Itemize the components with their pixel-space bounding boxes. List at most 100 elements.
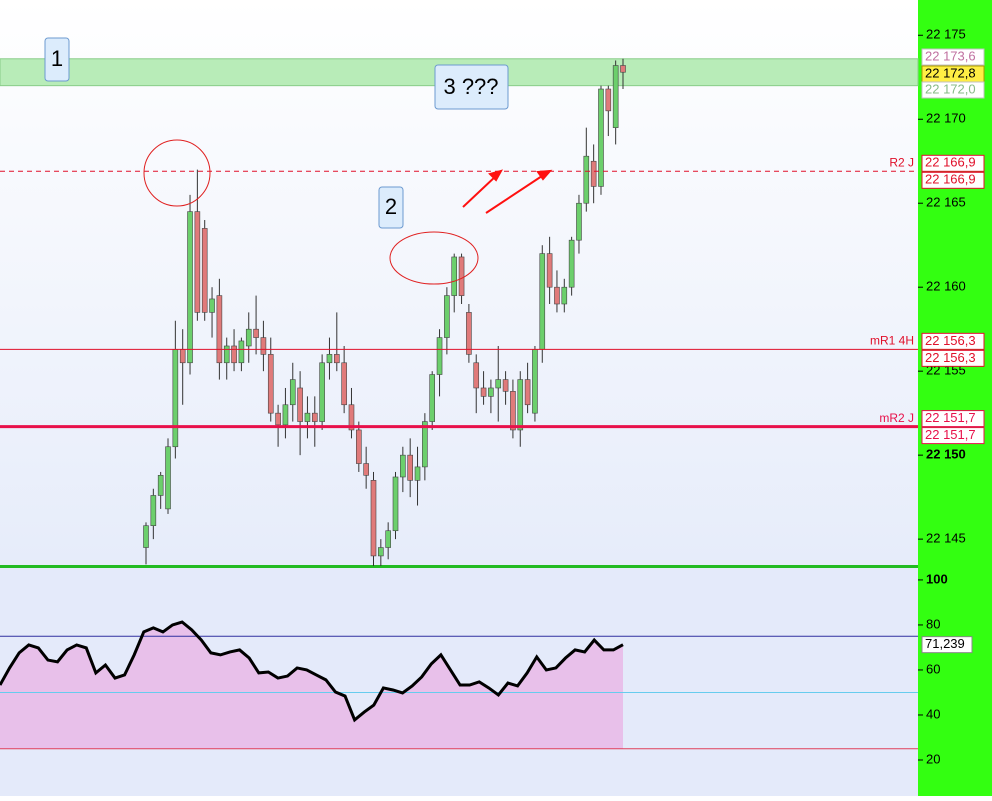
candle-body [253,328,259,338]
price-label: 22 173,6 [925,48,976,63]
candle-body [407,454,413,481]
candle-body [590,160,597,187]
candle-body [245,328,252,347]
candle-body [304,412,311,422]
price-label-box [921,410,985,428]
price-label: 22 151,7 [925,410,976,425]
candle-body [612,65,619,128]
candle-body [473,362,480,389]
candle-body [311,412,318,422]
level-name: R2 J [889,155,914,169]
candle-body [165,446,171,510]
candle-body [444,295,450,338]
candle-body [209,298,215,313]
candle-body [289,379,296,406]
y-tick-label: 22 175 [926,27,966,42]
price-label: 22 156,3 [925,333,976,348]
candle-body [598,88,604,187]
candle-body [561,286,568,305]
candle-body [348,404,355,431]
price-label: 22 172,8 [925,65,976,80]
axis-strip [918,0,992,796]
price-label-box [921,171,985,189]
candle-body [539,253,546,350]
candle-body [260,337,267,355]
candle-body [392,476,399,532]
y-tick-label: 22 145 [926,531,966,546]
candle-body [400,454,406,478]
rsi-fill [0,622,623,749]
candle-body [458,256,465,296]
candle-body [282,404,289,426]
candle-body [510,391,516,431]
candle-body [414,466,421,481]
price-label-box [921,48,985,66]
candle-body [385,530,391,548]
candle-body [150,495,157,526]
candle-body [238,340,245,364]
y-tick-label: 80 [926,616,940,631]
price-label-box [921,332,985,350]
candle-body [370,480,377,557]
price-label: 22 156,3 [925,350,976,365]
candle-body [187,211,193,364]
level-name: mR2 J [879,411,914,425]
candle-body [429,374,436,422]
candle-body [605,88,612,112]
price-label-box [921,154,985,172]
price-label: 22 166,9 [925,155,976,170]
annotation-boxes [44,37,509,229]
price-label: 22 166,9 [925,172,976,187]
candle-body [583,155,590,204]
y-tick-label: 20 [926,751,940,766]
annotation: 2 [385,194,397,219]
y-tick-label: 22 170 [926,111,966,126]
circle [143,139,211,207]
arrows [462,169,553,214]
candle-body [488,387,494,397]
candle-body [554,286,560,305]
candle-body [333,354,340,364]
candle-body [326,354,333,364]
candle-body [179,349,186,364]
candle-body [297,387,303,422]
candle-body [422,421,428,468]
candle-body [378,547,384,557]
candle-body [576,202,582,241]
candle-body [143,525,149,548]
price-label-box [921,349,985,367]
candle-body [517,379,524,431]
candle-body [363,463,369,476]
candle-body [568,239,575,288]
price-label: 22 172,0 [925,81,976,96]
candle-body [495,379,502,389]
price-label: 22 151,7 [925,427,976,442]
y-tick-label: 100 [926,571,948,586]
y-tick-label: 22 160 [926,279,966,294]
price-label-box [921,81,985,99]
level-name: mR1 4H [870,334,914,348]
candle-body [267,354,274,414]
candle-body [502,379,509,392]
candle-body [231,345,237,364]
candle-body [524,379,531,406]
candle-body [194,211,201,313]
annotation: 3 ??? [443,74,498,99]
value-label-box [921,636,973,654]
y-tick-label: 22 150 [926,447,966,462]
value-label: 71,239 [925,636,965,651]
candle-body [201,228,208,313]
candle-body [275,412,281,426]
y-tick-label: 40 [926,706,940,721]
candle-body [341,362,347,406]
candle-body [451,256,458,296]
candle-body [356,429,362,464]
candle-body [157,475,164,496]
y-tick-label: 60 [926,661,940,676]
candle-body [319,362,325,422]
circle [389,231,479,285]
candle-body [436,337,443,375]
candle-body [532,349,538,414]
rsi-line [0,620,624,723]
